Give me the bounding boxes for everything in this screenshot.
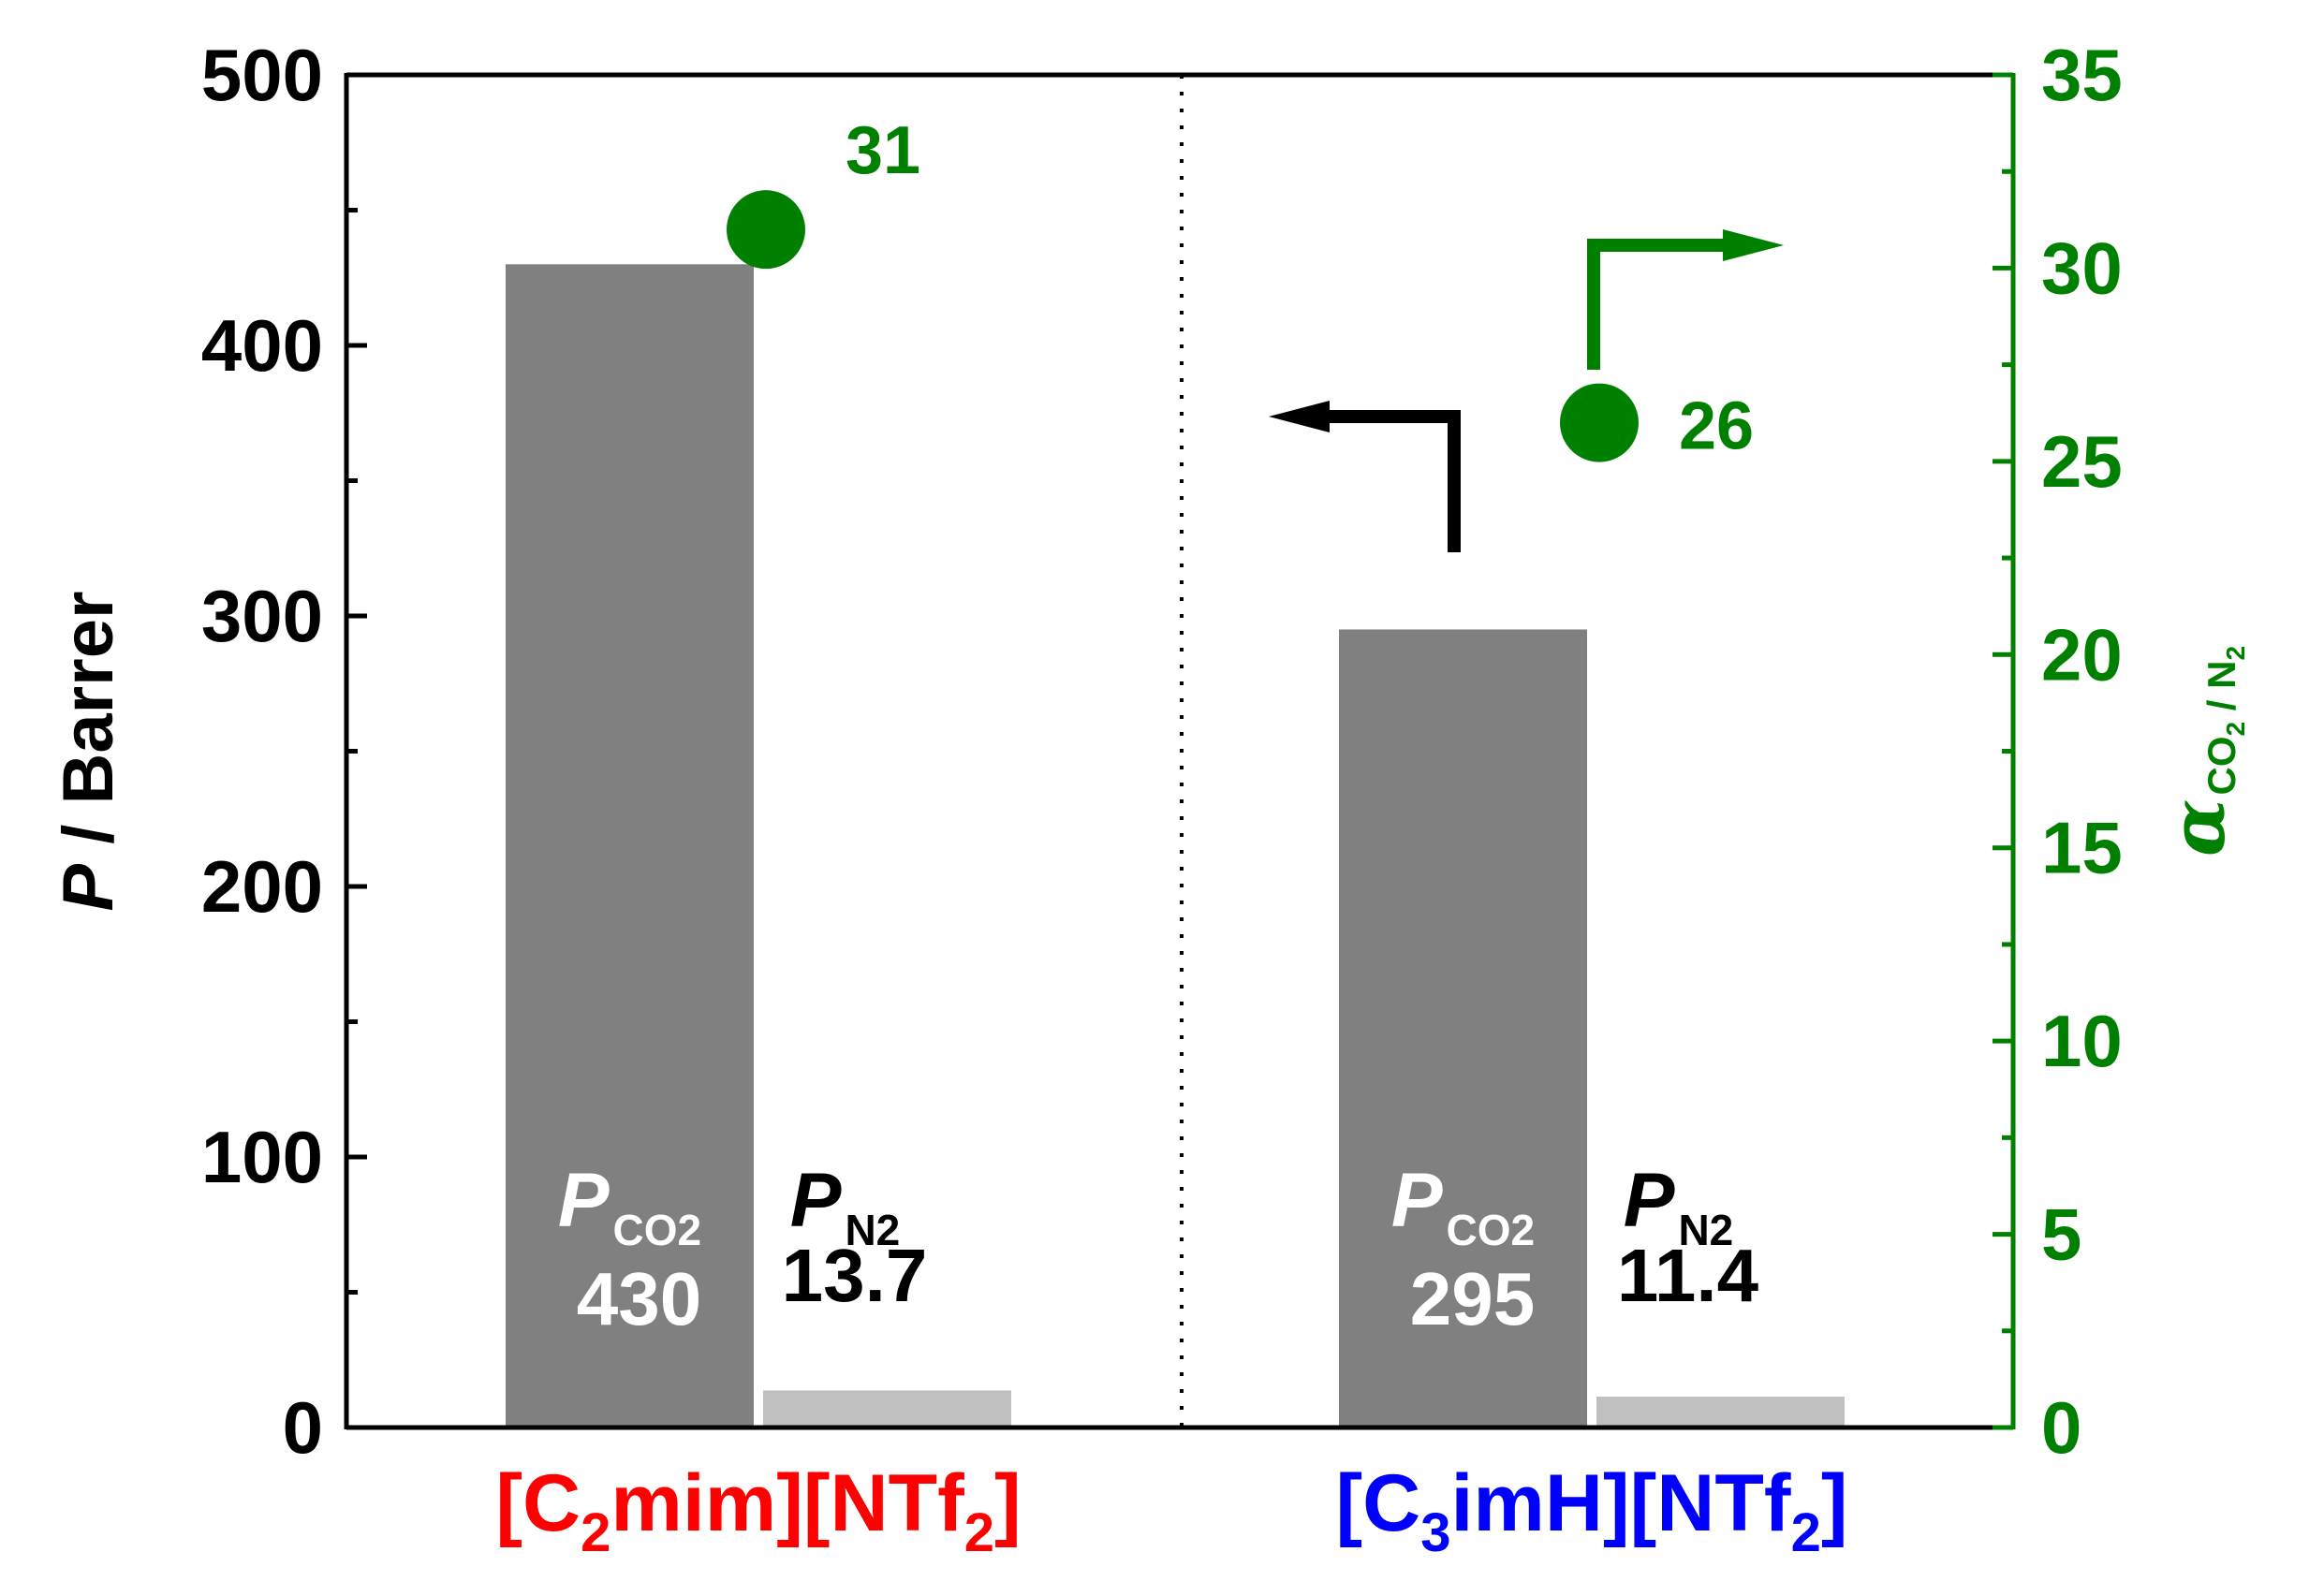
bar-series-label-sub: CO2 xyxy=(1447,1206,1536,1254)
bar-n2-0 xyxy=(763,1390,1011,1428)
bar-series-label: PCO2 xyxy=(1391,1158,1535,1254)
bar-series-label: PN2 xyxy=(1624,1158,1734,1254)
right-tick-label: 20 xyxy=(2041,613,2123,696)
bar-co2-1 xyxy=(1339,629,1587,1428)
selectivity-point xyxy=(727,190,805,270)
left-axis-label: P / Barrer xyxy=(49,591,128,911)
bar-value-label: 11.4 xyxy=(1617,1234,1759,1317)
x-category-suffix: ] xyxy=(1821,1458,1848,1548)
left-axis-label-symbol: P xyxy=(49,864,128,912)
selectivity-label: 26 xyxy=(1679,389,1754,464)
right-axis-arrow-head xyxy=(1723,229,1784,261)
x-category-sub2: 2 xyxy=(964,1502,994,1563)
bar-co2-0 xyxy=(506,264,754,1428)
bar-value-label: 430 xyxy=(577,1257,701,1340)
right-tick-label: 5 xyxy=(2041,1193,2081,1276)
left-tick-label: 500 xyxy=(201,34,323,116)
left-tick-label: 200 xyxy=(201,845,323,928)
bar-series-label-main: P xyxy=(558,1158,610,1243)
right-axis-label-symbol: α xyxy=(2154,798,2242,857)
right-axis-label: αCO2 / N2 xyxy=(2154,646,2250,857)
bar-value-label: 13.7 xyxy=(782,1234,928,1317)
right-tick-label: 35 xyxy=(2041,34,2123,116)
bar-series-label: PN2 xyxy=(790,1158,901,1254)
bar-series-label-sub: N2 xyxy=(845,1206,900,1254)
x-category-sub2: 2 xyxy=(1791,1502,1821,1563)
bar-series-label-main: P xyxy=(1624,1158,1675,1243)
selectivity-point xyxy=(1560,383,1639,462)
left-tick-label: 100 xyxy=(201,1116,323,1198)
x-category-sub: 3 xyxy=(1420,1502,1450,1563)
selectivity-points: 31 26 xyxy=(727,113,1754,464)
right-tick-label: 25 xyxy=(2041,420,2123,503)
left-tick-label: 300 xyxy=(201,575,323,657)
bar-value-label: 295 xyxy=(1410,1257,1535,1340)
axis-arrows xyxy=(1269,229,1784,552)
right-tick-label: 30 xyxy=(2041,227,2123,309)
x-category-label: [C3imH][NTf2] xyxy=(1336,1458,1848,1563)
right-axis-label-sep: / N xyxy=(2199,661,2243,722)
x-category-suffix: ] xyxy=(994,1458,1022,1548)
left-axis: 0 100 200 300 400 500 P / Barrer xyxy=(49,34,367,1469)
right-axis-label-subsub2: 2 xyxy=(2221,646,2250,661)
bar-series-label-main: P xyxy=(1391,1158,1443,1243)
right-axis-label-sub: CO xyxy=(2199,736,2243,795)
bar-n2-1 xyxy=(1596,1397,1845,1428)
selectivity-label: 31 xyxy=(846,113,920,188)
left-tick-label: 0 xyxy=(283,1386,323,1469)
right-tick-label: 15 xyxy=(2041,807,2123,889)
x-category-prefix: [C xyxy=(1336,1458,1421,1548)
bar-series-label: PCO2 xyxy=(558,1158,701,1254)
x-category-mid: mim][NTf xyxy=(610,1458,964,1548)
x-category-mid: imH][NTf xyxy=(1451,1458,1791,1548)
x-category-prefix: [C xyxy=(495,1458,581,1548)
x-category-sub: 2 xyxy=(581,1502,610,1563)
right-tick-label: 10 xyxy=(2041,1000,2123,1082)
right-axis-arrow-line xyxy=(1587,239,1732,370)
left-axis-arrow-head xyxy=(1269,401,1330,432)
left-axis-label-unit: / Barrer xyxy=(49,591,128,864)
left-tick-label: 400 xyxy=(201,304,323,387)
bar-series-label-main: P xyxy=(790,1158,842,1243)
bars-group xyxy=(506,264,1845,1428)
bar-series-label-sub: N2 xyxy=(1678,1206,1733,1254)
x-category-label: [C2mim][NTf2] xyxy=(495,1458,1021,1563)
x-category-labels: [C2mim][NTf2] [C3imH][NTf2] xyxy=(495,1458,1847,1563)
left-axis-arrow-line xyxy=(1311,410,1461,552)
bar-series-label-sub: CO2 xyxy=(613,1206,702,1254)
right-axis-label-subsub: 2 xyxy=(2221,722,2250,737)
right-tick-label: 0 xyxy=(2041,1386,2081,1469)
